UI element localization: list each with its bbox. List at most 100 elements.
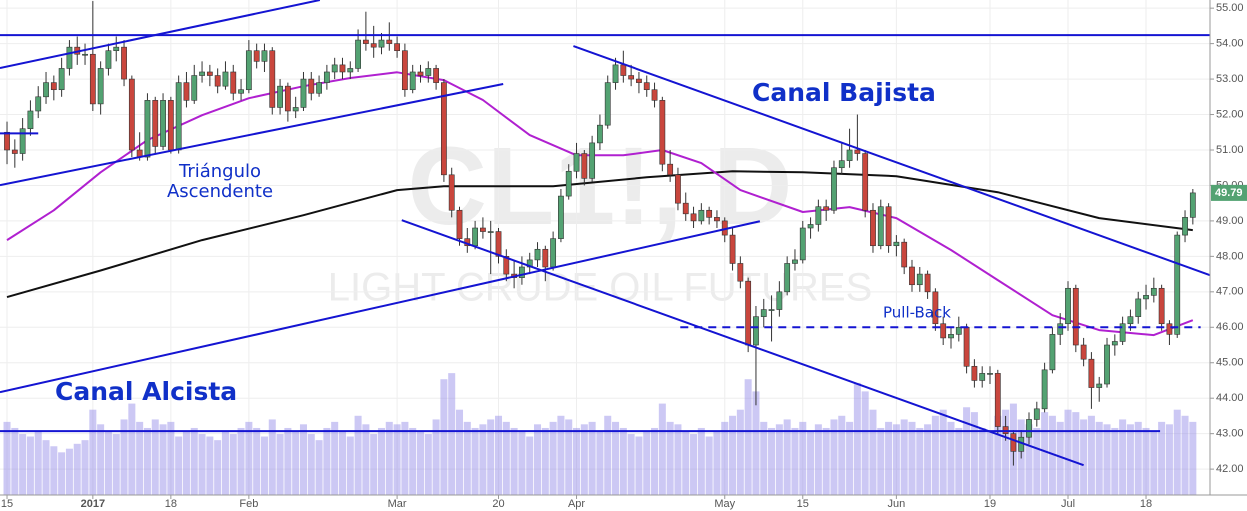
volume-bar xyxy=(729,415,737,495)
volume-bar xyxy=(705,436,713,495)
volume-bar xyxy=(1111,427,1119,495)
candle-body xyxy=(1096,383,1103,388)
candle-body xyxy=(230,71,237,94)
volume-bar xyxy=(409,427,417,495)
candle-body xyxy=(113,46,120,52)
y-tick-label: 55.00 xyxy=(1216,2,1244,14)
moving-averages xyxy=(6,71,1194,337)
volume-bar xyxy=(861,391,869,495)
candle-body xyxy=(948,334,954,339)
candle-body xyxy=(308,78,315,94)
volume-bar xyxy=(1087,415,1095,495)
volume-bar xyxy=(502,421,510,495)
volume-bar xyxy=(393,424,401,495)
volume-bar xyxy=(448,373,456,495)
candle-body xyxy=(643,82,650,91)
candle-body xyxy=(1033,408,1040,420)
volume-bar xyxy=(323,427,331,495)
volume-bar xyxy=(846,421,854,495)
candle-body xyxy=(612,64,619,83)
candle-body xyxy=(409,71,416,91)
volume-bar xyxy=(573,427,581,495)
volume-bar xyxy=(619,427,627,495)
candle-body xyxy=(870,209,876,247)
volume-bar xyxy=(1072,412,1080,495)
x-tick-label: Apr xyxy=(568,498,585,510)
candle-body xyxy=(245,50,252,91)
volume-bar xyxy=(1189,421,1197,495)
volume-bar xyxy=(401,421,409,495)
candle-body xyxy=(441,82,447,176)
volume-bar xyxy=(690,434,698,495)
volume-bar xyxy=(580,424,588,495)
candle-body xyxy=(854,149,861,154)
volume-bar xyxy=(432,419,440,495)
volume-bar xyxy=(799,421,807,495)
candle-body xyxy=(729,234,736,264)
candle-body xyxy=(503,256,510,275)
volume-bar xyxy=(128,403,136,495)
candle-body xyxy=(487,231,494,233)
candle-body xyxy=(11,149,18,154)
candle-body xyxy=(386,39,393,44)
volume-bar xyxy=(1103,424,1111,495)
volume-bar xyxy=(697,427,705,495)
volume-bar xyxy=(1041,412,1049,495)
volume-bar xyxy=(11,427,19,495)
y-tick-label: 49.00 xyxy=(1216,215,1244,227)
candle-body xyxy=(175,82,182,151)
volume-bar xyxy=(284,427,292,495)
volume-bar xyxy=(65,448,73,495)
candle-body xyxy=(940,323,947,339)
volume-bar xyxy=(3,421,11,495)
volume-bar xyxy=(292,431,300,495)
candle-body xyxy=(355,39,361,69)
candle-body xyxy=(19,128,26,154)
candle-body xyxy=(955,326,962,335)
volume-bar xyxy=(97,424,105,495)
volume-bar xyxy=(885,421,893,495)
candle-body xyxy=(1072,287,1079,346)
candle-body xyxy=(456,209,463,239)
annotation: Triángulo xyxy=(178,161,261,182)
volume-bar xyxy=(1173,409,1181,495)
candle-body xyxy=(1189,192,1196,218)
watermark-name: LIGHT CRUDE OIL FUTURES xyxy=(328,266,873,310)
volume-bar xyxy=(89,409,97,495)
volume-bar xyxy=(807,431,815,495)
candle-body xyxy=(43,82,49,98)
candle-body xyxy=(199,71,205,76)
candle-body xyxy=(1057,323,1064,335)
volume-bar xyxy=(534,424,542,495)
volume-bar xyxy=(1064,409,1072,495)
volume-bar xyxy=(744,379,752,495)
volume-bar xyxy=(963,407,971,495)
candle-body xyxy=(339,64,346,73)
candle-body xyxy=(979,373,986,381)
moving-average xyxy=(6,170,1193,299)
candle-body xyxy=(862,153,869,211)
volume-bar xyxy=(81,440,89,495)
candle-body xyxy=(58,68,65,91)
candle-body xyxy=(799,227,806,261)
volume-bar xyxy=(931,415,939,495)
candle-body xyxy=(924,273,931,293)
candle-body xyxy=(1182,217,1188,236)
volume-bar xyxy=(1048,415,1056,495)
candle-body xyxy=(50,82,57,91)
volume-bar xyxy=(120,419,128,495)
y-tick-label: 48.00 xyxy=(1216,250,1244,262)
volume-bar xyxy=(947,421,955,495)
volume-bar xyxy=(299,424,307,495)
candle-body xyxy=(698,209,705,222)
candle-body xyxy=(82,53,88,56)
annotations: Canal Bajista Triángulo Ascendente Canal… xyxy=(55,78,951,406)
volume-bar xyxy=(1134,421,1142,495)
annotation: Ascendente xyxy=(167,181,273,202)
candle-body xyxy=(1150,287,1157,296)
volume-bar xyxy=(315,440,323,495)
volume-bar xyxy=(557,415,565,495)
volume-bar xyxy=(354,415,362,495)
candle-body xyxy=(222,71,229,87)
